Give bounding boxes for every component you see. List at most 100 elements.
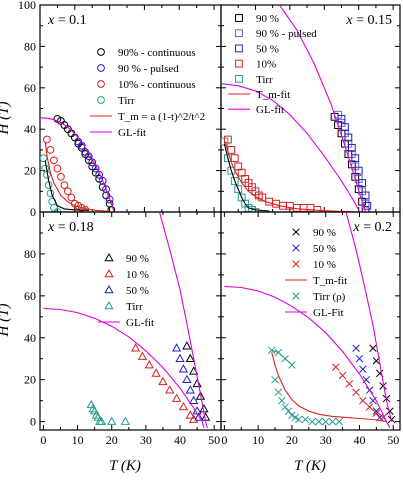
legend-marker [97,48,105,56]
legend-label: 10 % [126,269,149,281]
legend-marker [235,29,243,38]
panel-label-value: = 0.1 [54,13,86,28]
data-point [358,179,367,187]
x-tick-label: 0 [40,433,46,447]
data-point [345,380,354,388]
x-tick-label: 10 [252,433,264,447]
panel-label-var: x [47,220,55,235]
x-tick-label: 10 [72,433,84,447]
y-tick-label: 40 [24,331,36,345]
data-point [315,417,323,426]
y-tick-label: 0 [30,205,36,219]
data-point [53,164,62,173]
data-point [67,193,76,202]
data-point [386,407,394,415]
legend-label: 90% - continuous [118,47,196,59]
legend-marker [235,59,243,68]
series-line [345,212,393,422]
y-tick-label: 20 [24,164,36,178]
panel-label: x = 0.15 [345,13,392,28]
data-point [40,154,48,163]
data-point [130,343,141,352]
x-tick-label: 50 [387,433,399,447]
data-point [344,133,353,142]
panel-d: 0 10 20 30 40 50 x = 0.2 90 % 50 % 10 % T_m-fit Tir… [220,211,401,447]
data-point [359,365,367,373]
data-point [185,385,195,394]
data-point [234,185,243,194]
legend-marker [292,228,300,236]
data-point [107,416,117,425]
y-tick-label: 0 [30,415,36,429]
data-point [185,353,195,363]
data-point [178,401,189,411]
data-point [361,191,370,200]
panel-frame [39,4,222,213]
data-point [50,203,58,212]
legend-label: 90 % [313,227,336,239]
data-point [332,363,340,371]
y-tick-label: 80 [24,39,36,53]
panel-data [224,212,396,429]
data-point [165,385,175,394]
series-line [158,212,208,429]
series-line [221,83,360,211]
data-point [379,382,387,390]
data-point [335,417,343,426]
series-line [44,160,89,211]
data-point [189,395,199,404]
legend-marker [97,64,105,72]
panel-label-value: = 0.18 [54,220,93,235]
series-line [279,5,367,212]
data-point [369,344,377,353]
data-point [337,114,346,123]
data-point [321,417,330,426]
data-point [194,412,204,421]
legend-marker [292,292,300,300]
legend-label: Tirr (ρ) [313,291,346,303]
data-point [105,195,114,204]
data-point [46,146,55,154]
legend-marker [235,44,243,53]
series-line [40,117,115,212]
data-point [137,351,148,360]
legend-label: 50 % [256,43,279,55]
data-point [328,417,337,426]
legend-marker [97,96,105,104]
legend-label: 90 % [256,13,279,25]
data-point [361,206,370,212]
legend-label: 50 % [313,243,336,255]
data-point [362,375,370,384]
data-point [352,388,360,397]
data-point [144,359,154,369]
x-tick-label: 40 [174,433,186,447]
data-point [267,346,276,355]
legend: 90 % 90 % - pulsed 50 % 10% Tirr T_m-fit GL-fi… [228,13,317,116]
data-point [294,415,303,424]
data-point [352,344,360,353]
data-point [291,413,300,422]
series-line [43,307,205,429]
data-point [338,371,347,380]
x-axis-label-left: T (K) [109,458,141,474]
legend-label: Tirr [118,95,135,107]
data-point [351,154,360,163]
x-tick-label: 30 [320,433,332,447]
panel-ticks [221,211,400,430]
data-point [223,154,232,163]
legend-label: T_m-fit [256,89,290,101]
data-point [50,156,58,165]
x-tick-label: 30 [140,433,152,447]
data-point [372,409,381,417]
data-point [43,135,51,144]
series-line [224,141,359,212]
data-point [178,364,189,373]
panel-label: x = 0.2 [352,220,392,235]
data-point [56,172,65,181]
data-point [230,154,239,163]
legend-marker [104,300,114,310]
data-point [372,407,381,415]
